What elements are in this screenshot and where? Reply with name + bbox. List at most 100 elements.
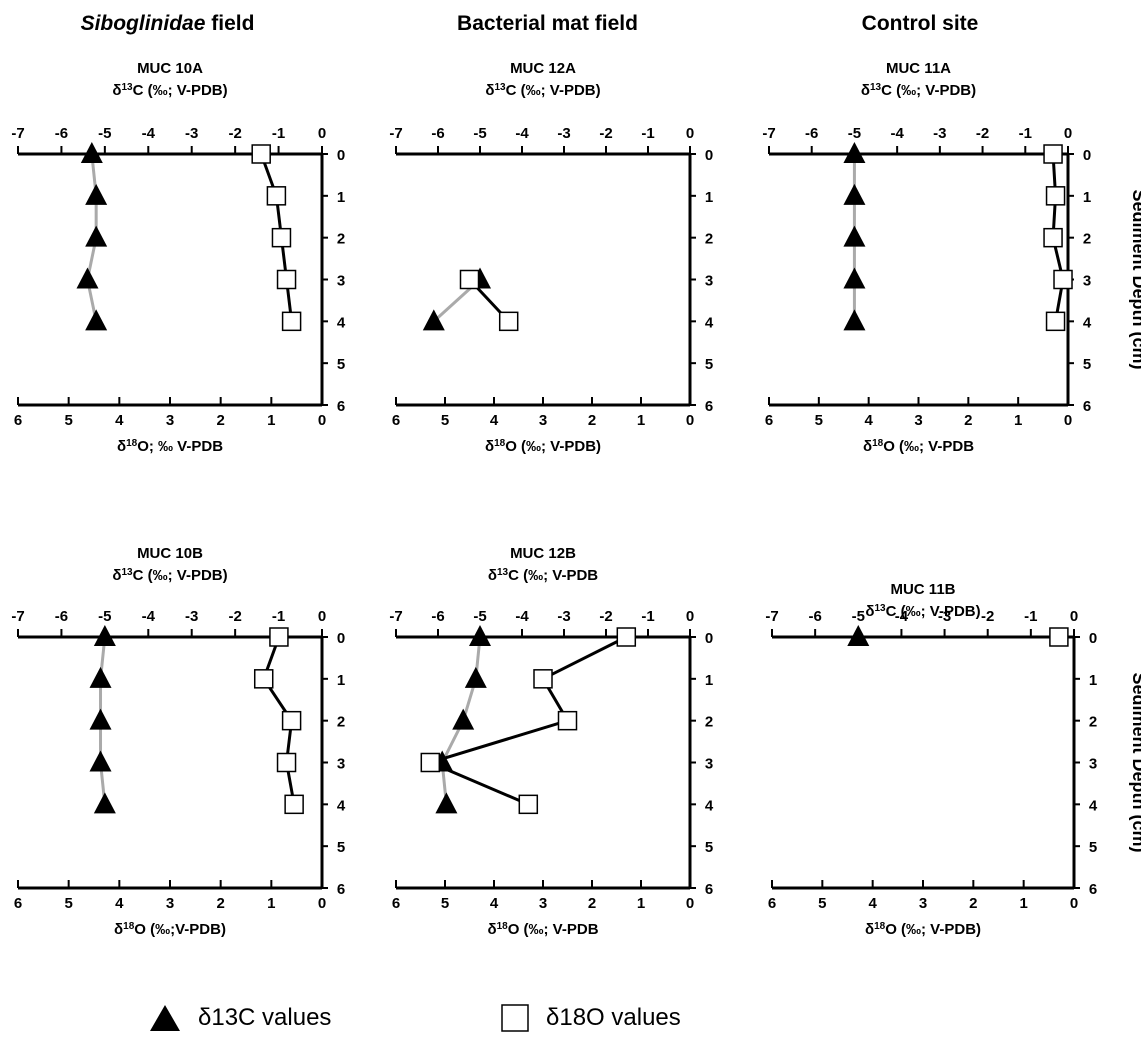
panel-title: MUC 10A bbox=[137, 60, 203, 77]
x-axis-top-label: δ13C (‰; V-PDB bbox=[488, 567, 598, 585]
top-tick-label: -1 bbox=[1019, 125, 1032, 142]
bottom-tick-label: 6 bbox=[14, 412, 22, 429]
top-tick-label: -7 bbox=[762, 125, 775, 142]
x-axis-top-label: δ13C (‰; V-PDB) bbox=[485, 82, 600, 100]
x-axis-top-label: δ13C (‰; V-PDB) bbox=[112, 567, 227, 585]
bottom-tick-label: 4 bbox=[868, 895, 877, 912]
x-axis-bottom-label: δ18O (‰;V-PDB) bbox=[114, 921, 226, 939]
depth-tick-label: 0 bbox=[705, 147, 713, 164]
top-tick-label: -4 bbox=[142, 125, 156, 142]
depth-tick-label: 1 bbox=[1083, 189, 1091, 206]
depth-tick-label: 5 bbox=[1089, 839, 1097, 856]
depth-tick-label: 3 bbox=[705, 756, 713, 773]
d13c-point bbox=[843, 267, 866, 289]
top-tick-label: -6 bbox=[808, 608, 821, 625]
bottom-tick-label: 0 bbox=[318, 895, 326, 912]
bottom-tick-label: 1 bbox=[637, 895, 645, 912]
depth-tick-label: 2 bbox=[705, 714, 713, 731]
d13c-point bbox=[80, 142, 103, 163]
top-tick-label: -6 bbox=[431, 608, 444, 625]
top-tick-label: -1 bbox=[1024, 608, 1037, 625]
d13c-point bbox=[464, 666, 487, 688]
d18o-point bbox=[281, 311, 302, 332]
top-tick-label: -6 bbox=[431, 125, 444, 142]
bottom-tick-label: 0 bbox=[318, 412, 326, 429]
d13c-point bbox=[85, 225, 108, 247]
bottom-tick-label: 3 bbox=[539, 895, 547, 912]
depth-tick-label: 5 bbox=[705, 356, 713, 373]
top-tick-label: -2 bbox=[228, 125, 241, 142]
panel-title: MUC 11B bbox=[890, 581, 955, 598]
x-axis-bottom-label: δ18O (‰; V-PDB) bbox=[485, 438, 601, 456]
depth-tick-label: 2 bbox=[705, 231, 713, 248]
d13c-point bbox=[469, 625, 491, 646]
panel-title: MUC 12A bbox=[510, 60, 576, 77]
legend-d13c-label: δ13C values bbox=[198, 1004, 332, 1031]
x-axis-bottom-label: δ18O (‰; V-PDB bbox=[863, 438, 974, 456]
top-tick-label: -4 bbox=[142, 608, 156, 625]
top-tick-label: -4 bbox=[515, 125, 529, 142]
d18o-point bbox=[269, 627, 289, 647]
top-tick-label: -7 bbox=[389, 608, 402, 625]
top-tick-label: -2 bbox=[976, 125, 989, 142]
top-tick-label: -7 bbox=[11, 125, 24, 142]
top-tick-label: -1 bbox=[641, 608, 654, 625]
top-tick-label: -2 bbox=[599, 608, 612, 625]
bottom-tick-label: 2 bbox=[588, 895, 596, 912]
bottom-tick-label: 1 bbox=[267, 412, 275, 429]
top-tick-label: -4 bbox=[890, 125, 904, 142]
d18o-point bbox=[284, 794, 304, 815]
x-axis-top-label: δ13C (‰; V-PDB) bbox=[865, 603, 980, 621]
d13c-point bbox=[843, 183, 866, 205]
top-tick-label: -6 bbox=[55, 125, 68, 142]
bottom-tick-label: 3 bbox=[539, 412, 547, 429]
bottom-tick-label: 3 bbox=[166, 895, 174, 912]
top-tick-label: 0 bbox=[318, 608, 326, 625]
top-tick-label: -3 bbox=[938, 608, 951, 625]
d18o-point bbox=[557, 710, 578, 731]
d18o-point bbox=[459, 269, 480, 290]
bottom-tick-label: 4 bbox=[490, 412, 499, 429]
depth-tick-label: 1 bbox=[705, 672, 713, 689]
d18o-point bbox=[616, 627, 637, 647]
y-axis-label: Sediment Depth (cm) bbox=[1129, 672, 1141, 852]
d13c-point bbox=[452, 708, 475, 730]
depth-tick-label: 3 bbox=[705, 273, 713, 290]
top-tick-label: -5 bbox=[98, 608, 111, 625]
depth-tick-label: 6 bbox=[337, 398, 345, 415]
d18o-point bbox=[1043, 227, 1063, 248]
bottom-tick-label: 2 bbox=[969, 895, 977, 912]
panel-title: MUC 11A bbox=[886, 60, 951, 77]
bottom-tick-label: 2 bbox=[588, 412, 596, 429]
d13c-point bbox=[89, 750, 112, 772]
depth-tick-label: 0 bbox=[1083, 147, 1091, 164]
bottom-tick-label: 0 bbox=[1064, 412, 1072, 429]
bottom-tick-label: 6 bbox=[768, 895, 776, 912]
d13c-point bbox=[847, 625, 870, 646]
d18o-point bbox=[498, 311, 519, 332]
d18o-point bbox=[253, 669, 274, 689]
bottom-tick-label: 4 bbox=[864, 412, 873, 429]
depth-tick-label: 0 bbox=[337, 630, 345, 647]
legend-triangle-icon bbox=[150, 1005, 180, 1031]
d13c-point bbox=[89, 708, 112, 730]
depth-tick-label: 3 bbox=[337, 273, 345, 290]
top-tick-label: -1 bbox=[272, 608, 285, 625]
top-tick-label: -7 bbox=[11, 608, 24, 625]
d13c-point bbox=[843, 142, 866, 163]
x-axis-top-label: δ13C (‰; V-PDB) bbox=[112, 82, 227, 100]
top-tick-label: -5 bbox=[848, 125, 861, 142]
d13c-point bbox=[843, 225, 866, 247]
d13c-point bbox=[422, 309, 445, 331]
d13c-point bbox=[93, 625, 116, 646]
top-tick-label: -3 bbox=[557, 125, 570, 142]
top-tick-label: -2 bbox=[228, 608, 241, 625]
x-axis-bottom-label: δ18O (‰; V-PDB bbox=[487, 921, 598, 939]
bottom-tick-label: 1 bbox=[1019, 895, 1027, 912]
